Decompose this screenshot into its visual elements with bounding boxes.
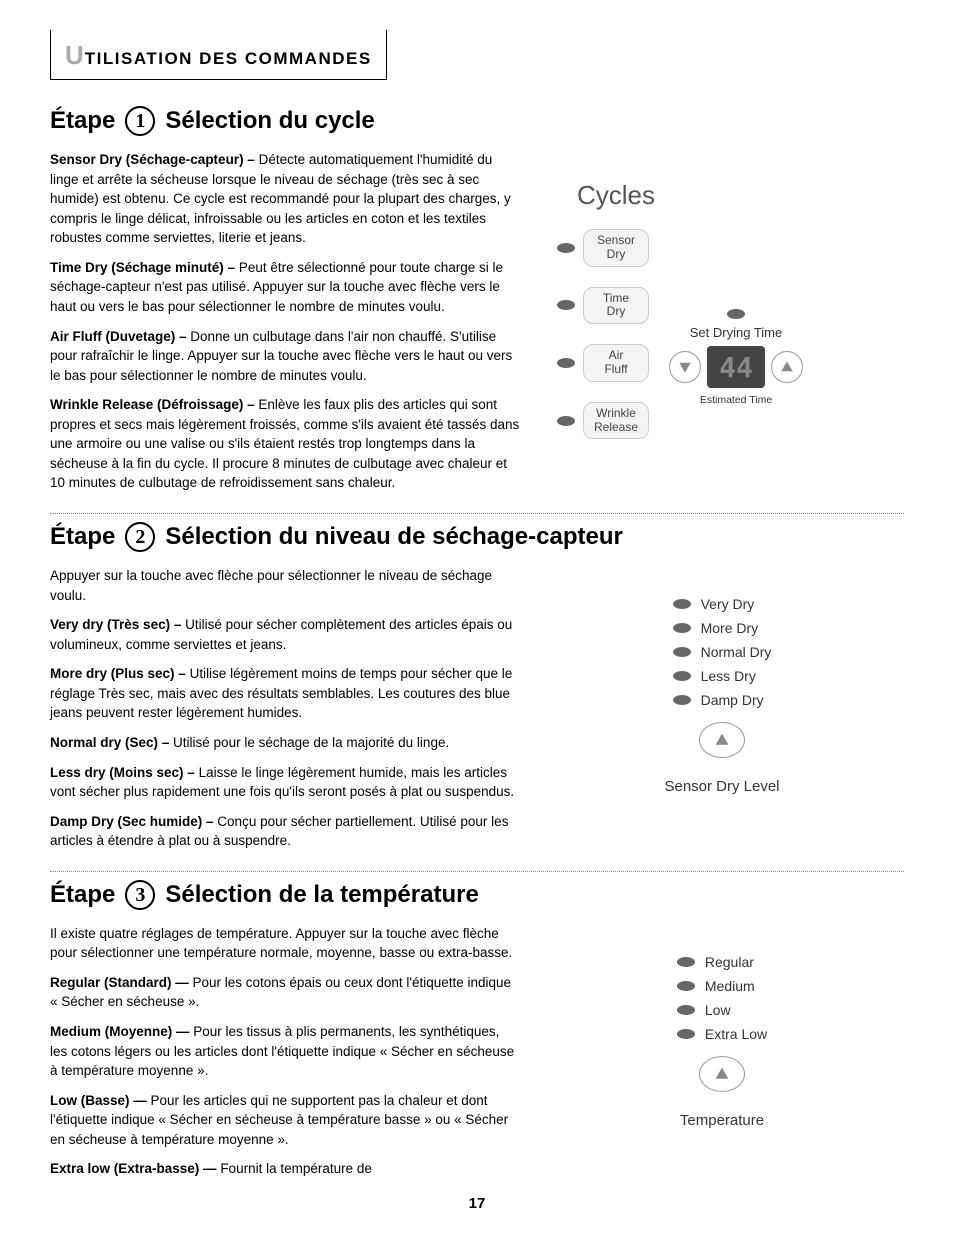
temp-regular: Regular [705,954,754,970]
led-icon [557,416,575,426]
cycle-air-fluff[interactable]: AirFluff [583,344,649,382]
section-1-row: Sensor Dry (Séchage-capteur) – Détecte a… [50,150,904,503]
section-header: UTILISATION DES COMMANDES [50,30,387,80]
header-rest: TILISATION DES COMMANDES [85,49,372,68]
page-number: 17 [50,1195,904,1212]
led-icon [673,671,691,681]
cycle-wrinkle-release[interactable]: WrinkleRelease [583,402,649,440]
cycles-title: Cycles [577,180,887,211]
step-title: Sélection de la température [165,881,478,909]
section-2-row: Appuyer sur la touche avec flèche pour s… [50,566,904,861]
led-icon [557,243,575,253]
time-down-button[interactable] [669,351,701,383]
step-title: Sélection du cycle [165,107,374,135]
figure-temperature: Regular Medium Low Extra Low Temperature [540,924,904,1129]
section-3-row: Il existe quatre réglages de température… [50,924,904,1189]
figure-cycles: Cycles SensorDry TimeDry AirFluff Wrinkl… [540,150,904,439]
divider [50,871,904,872]
step-number-1: 1 [125,106,155,136]
manual-page: UTILISATION DES COMMANDES Étape 1 Sélect… [0,0,954,1232]
set-drying-time-label: Set Drying Time [690,325,782,340]
led-icon [677,1029,695,1039]
cycles-list: SensorDry TimeDry AirFluff WrinkleReleas… [557,229,649,439]
estimated-time-label: Estimated Time [700,394,772,406]
step-number-2: 2 [125,522,155,552]
cycle-time-dry[interactable]: TimeDry [583,287,649,325]
dry-level-caption: Sensor Dry Level [664,778,779,795]
step-3-heading: Étape 3 Sélection de la température [50,880,904,910]
level-damp-dry: Damp Dry [701,692,764,708]
led-icon [673,695,691,705]
cycle-sensor-dry[interactable]: SensorDry [583,229,649,267]
led-icon [677,1005,695,1015]
step-number-3: 3 [125,880,155,910]
step-2-heading: Étape 2 Sélection du niveau de séchage-c… [50,522,904,552]
step-word: Étape [50,881,115,909]
timer-block: Set Drying Time 44 Estimated Time [669,309,803,439]
level-less-dry: Less Dry [701,668,756,684]
header-first-letter: U [65,40,85,70]
time-display: 44 [707,346,765,388]
temp-medium: Medium [705,978,755,994]
led-icon [557,300,575,310]
temp-low: Low [705,1002,731,1018]
step-word: Étape [50,107,115,135]
temp-up-button[interactable] [699,1056,745,1092]
led-icon [673,623,691,633]
level-normal-dry: Normal Dry [701,644,772,660]
led-icon [727,309,745,319]
level-more-dry: More Dry [701,620,759,636]
step-1-heading: Étape 1 Sélection du cycle [50,106,904,136]
level-very-dry: Very Dry [701,596,755,612]
time-up-button[interactable] [771,351,803,383]
step-word: Étape [50,523,115,551]
section-1-text: Sensor Dry (Séchage-capteur) – Détecte a… [50,150,520,503]
figure-dry-level: Very Dry More Dry Normal Dry Less Dry Da… [540,566,904,795]
temp-extra-low: Extra Low [705,1026,767,1042]
led-icon [673,599,691,609]
step-title: Sélection du niveau de séchage-capteur [165,523,622,551]
section-3-text: Il existe quatre réglages de température… [50,924,520,1189]
led-icon [677,981,695,991]
section-2-text: Appuyer sur la touche avec flèche pour s… [50,566,520,861]
divider [50,513,904,514]
level-up-button[interactable] [699,722,745,758]
led-icon [677,957,695,967]
temperature-caption: Temperature [680,1112,764,1129]
led-icon [557,358,575,368]
led-icon [673,647,691,657]
